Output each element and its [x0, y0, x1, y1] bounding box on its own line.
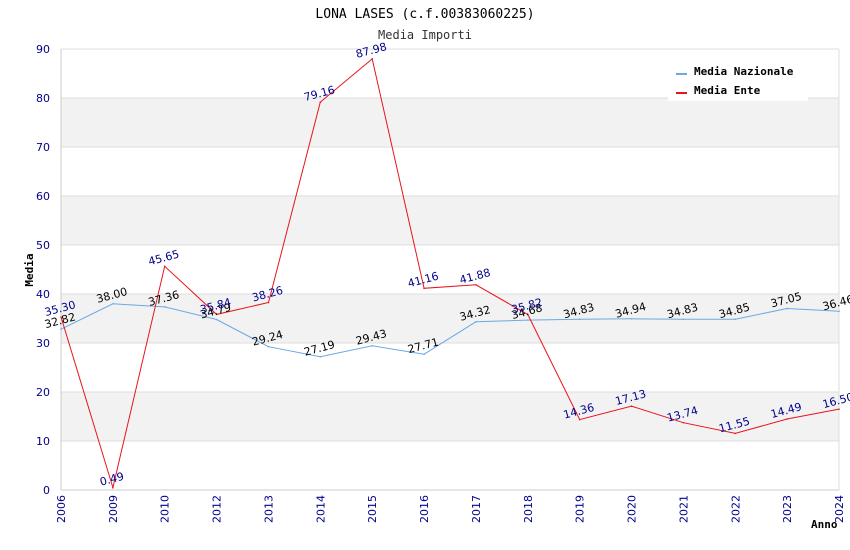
- data-point: [267, 301, 270, 304]
- data-point: [112, 303, 114, 305]
- x-tick-label: 2009: [107, 495, 120, 523]
- x-tick-label: 2020: [626, 495, 639, 523]
- x-tick-label: 2016: [418, 495, 431, 523]
- data-point: [682, 318, 685, 321]
- data-point: [630, 405, 633, 407]
- data-point: [60, 328, 62, 330]
- grid-band: [61, 98, 839, 147]
- x-tick-label: 2017: [470, 495, 483, 523]
- data-point: [112, 486, 114, 489]
- legend-label: Media Nazionale: [694, 65, 794, 78]
- data-point: [786, 418, 788, 420]
- data-label: 87.98: [354, 40, 388, 61]
- data-point: [527, 319, 529, 321]
- data-point: [630, 317, 633, 320]
- tick-labels: 0 10 20 30 40 50 60 70 80 90 2006 2009 2010 2012 2013 2…: [36, 43, 846, 523]
- data-point: [423, 353, 425, 356]
- data-point: [319, 101, 322, 103]
- data-point: [475, 321, 477, 323]
- data-point: [319, 355, 322, 358]
- y-tick-label: 50: [36, 239, 50, 252]
- x-tick-label: 2021: [677, 495, 690, 523]
- data-point: [60, 316, 62, 318]
- y-tick-label: 80: [36, 92, 50, 105]
- data-point: [838, 408, 840, 410]
- x-tick-label: 2019: [574, 495, 587, 523]
- data-point: [215, 313, 218, 316]
- grid-band: [61, 392, 839, 441]
- y-tick-label: 40: [36, 288, 50, 301]
- y-tick-label: 70: [36, 141, 50, 154]
- x-tick-label: 2024: [833, 495, 846, 523]
- data-point: [578, 318, 581, 321]
- grid-band: [61, 196, 839, 245]
- y-tick-label: 60: [36, 190, 50, 203]
- x-tick-label: 2014: [314, 495, 327, 523]
- data-point: [734, 432, 737, 435]
- legend-box: [668, 58, 808, 101]
- series-line-ente: [60, 57, 840, 490]
- x-tick-label: 2015: [366, 495, 379, 523]
- y-tick-label: 90: [36, 43, 50, 56]
- x-tick-label: 2006: [55, 495, 68, 523]
- data-label: 45.65: [147, 248, 181, 269]
- data-point: [423, 287, 425, 290]
- data-point: [578, 418, 581, 421]
- chart-title: LONA LASES (c.f.00383060225): [315, 7, 534, 22]
- data-point: [215, 318, 218, 321]
- data-point: [267, 345, 270, 348]
- data-point: [475, 283, 477, 286]
- x-tick-label: 2018: [522, 495, 535, 523]
- data-label: 0.49: [98, 470, 125, 489]
- data-point: [163, 265, 166, 268]
- chart-subtitle: Media Importi: [378, 28, 472, 42]
- data-point: [371, 344, 374, 347]
- series-line-nazionale: [60, 303, 840, 358]
- y-tick-label: 10: [36, 435, 50, 448]
- data-point: [527, 313, 529, 316]
- x-tick-label: 2010: [159, 495, 172, 523]
- data-point: [838, 310, 840, 313]
- series-group: [60, 57, 840, 490]
- x-axis-label: Anno: [811, 518, 838, 531]
- y-tick-label: 30: [36, 337, 50, 350]
- legend-label: Media Ente: [694, 84, 761, 97]
- x-tick-label: 2013: [262, 495, 275, 523]
- x-tick-label: 2022: [729, 495, 742, 523]
- x-tick-label: 2012: [211, 495, 224, 523]
- legend: Media Nazionale Media Ente: [668, 58, 808, 101]
- data-point: [163, 306, 166, 308]
- data-label: 41.88: [458, 266, 492, 287]
- y-tick-label: 20: [36, 386, 50, 399]
- axes: [60, 49, 840, 491]
- grid-band: [61, 294, 839, 343]
- data-point: [682, 421, 685, 424]
- data-point: [371, 58, 374, 60]
- x-tick-label: 2023: [781, 495, 794, 523]
- y-axis-label: Media: [23, 253, 36, 286]
- data-point: [786, 307, 788, 310]
- data-point: [734, 318, 737, 321]
- y-tick-label: 0: [43, 484, 50, 497]
